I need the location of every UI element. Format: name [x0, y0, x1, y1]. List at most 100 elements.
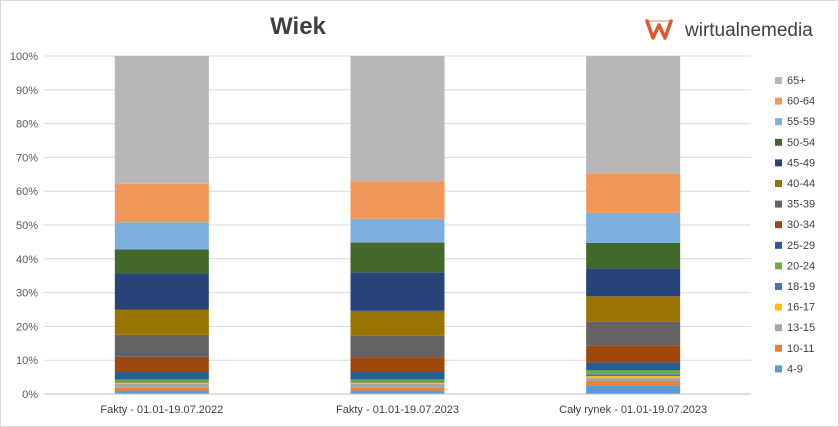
- legend-swatch: [775, 138, 782, 146]
- bar-segment: [350, 310, 445, 336]
- legend-label: 16-17: [787, 302, 815, 314]
- legend-label: 10-11: [787, 343, 814, 355]
- bar-segment: [114, 334, 209, 357]
- y-tick-label: 90%: [16, 85, 38, 97]
- legend-swatch: [775, 324, 782, 332]
- legend-item: 16-17: [775, 302, 815, 314]
- brand-logo: wirtualnemedia: [645, 19, 813, 41]
- chart-title: Wiek: [270, 13, 326, 40]
- legend-label: 4-9: [787, 363, 803, 375]
- y-tick-label: 50%: [16, 220, 38, 232]
- y-tick-label: 80%: [16, 119, 38, 131]
- bar-segment: [586, 321, 681, 346]
- legend-item: 4-9: [775, 363, 803, 375]
- bar-segment: [586, 296, 681, 322]
- bar-segment: [586, 381, 681, 386]
- bar-segment: [350, 272, 445, 311]
- legend-label: 25-29: [787, 240, 815, 252]
- bar-segment: [350, 56, 445, 182]
- bar-segment: [350, 390, 445, 394]
- bar-segment: [114, 274, 209, 310]
- y-tick-label: 0%: [22, 389, 38, 401]
- bar-segment: [114, 372, 209, 380]
- legend-swatch: [775, 77, 782, 84]
- bar-segment: [586, 212, 681, 243]
- bar-segment: [114, 379, 209, 382]
- bar-segment: [114, 222, 209, 250]
- legend-item: 25-29: [775, 240, 815, 252]
- legend-item: 40-44: [775, 178, 815, 190]
- wm-logo-icon: [645, 19, 673, 40]
- legend-label: 50-54: [787, 137, 815, 149]
- bar-segment: [114, 56, 209, 184]
- legend-item: 60-64: [775, 96, 815, 108]
- bar-segment: [114, 249, 209, 275]
- legend-label: 45-49: [787, 157, 815, 169]
- bar-segment: [586, 378, 681, 382]
- brand-name: wirtualnemedia: [684, 20, 813, 41]
- x-category-label: Cały rynek - 01.01-19.07.2023: [559, 404, 707, 416]
- legend-label: 20-24: [787, 260, 815, 272]
- legend-item: 18-19: [775, 281, 815, 293]
- x-category-label: Fakty - 01.01-19.07.2022: [100, 404, 223, 416]
- y-tick-label: 60%: [16, 186, 38, 198]
- bar-segment: [350, 242, 445, 273]
- bar-segment: [586, 345, 681, 363]
- legend-item: 35-39: [775, 199, 815, 211]
- bar-segment: [114, 382, 209, 384]
- x-axis-categories: Fakty - 01.01-19.07.2022 Fakty - 01.01-19…: [100, 404, 707, 416]
- bar-stack: [586, 56, 681, 394]
- y-tick-label: 40%: [16, 254, 38, 266]
- legend-swatch: [775, 241, 782, 249]
- legend-swatch: [775, 118, 782, 126]
- bar-segment: [350, 382, 445, 384]
- legend-swatch: [775, 221, 782, 229]
- legend-item: 13-15: [775, 322, 815, 334]
- bar-segment: [114, 390, 209, 394]
- x-category-label: Fakty - 01.01-19.07.2023: [336, 404, 459, 416]
- legend-item: 20-24: [775, 260, 815, 272]
- bar-segment: [586, 374, 681, 377]
- bar-segment: [586, 56, 681, 174]
- legend-label: 55-59: [787, 116, 815, 128]
- bar-segment: [114, 309, 209, 335]
- bar-segment: [586, 370, 681, 375]
- legend: 65+ 60-64 55-59 50-54 45-49 40-44 35-39 30-34 25…: [775, 75, 815, 375]
- bar-segment: [586, 385, 681, 394]
- legend-swatch: [775, 283, 782, 290]
- legend-swatch: [775, 344, 782, 352]
- legend-label: 35-39: [787, 199, 815, 211]
- legend-item: 10-11: [775, 343, 814, 355]
- legend-swatch: [775, 365, 782, 373]
- legend-item: 50-54: [775, 137, 815, 149]
- legend-label: 30-34: [787, 219, 815, 231]
- bar-segment: [586, 362, 681, 371]
- bar-segment: [350, 335, 445, 358]
- bar-segment: [350, 383, 445, 388]
- y-tick-label: 100%: [10, 51, 38, 63]
- bar-segment: [586, 173, 681, 213]
- legend-swatch: [775, 97, 782, 105]
- legend-item: 55-59: [775, 116, 815, 128]
- bar-segment: [114, 356, 209, 373]
- y-tick-label: 20%: [16, 321, 38, 333]
- legend-label: 60-64: [787, 96, 815, 108]
- legend-swatch: [775, 200, 782, 208]
- legend-label: 40-44: [787, 178, 815, 190]
- legend-swatch: [775, 180, 782, 187]
- bar-segment: [114, 183, 209, 223]
- legend-swatch: [775, 159, 782, 167]
- legend-label: 18-19: [787, 281, 815, 293]
- bar-segment: [114, 383, 209, 388]
- bar-stack: [350, 56, 445, 394]
- y-tick-label: 10%: [16, 355, 38, 367]
- bar-segment: [350, 381, 445, 383]
- bar-segment: [350, 357, 445, 373]
- bar-stack: [114, 56, 209, 394]
- bars: [114, 56, 681, 394]
- legend-item: 30-34: [775, 219, 815, 231]
- legend-swatch: [775, 262, 782, 270]
- legend-label: 65+: [787, 75, 806, 87]
- legend-label: 13-15: [787, 322, 815, 334]
